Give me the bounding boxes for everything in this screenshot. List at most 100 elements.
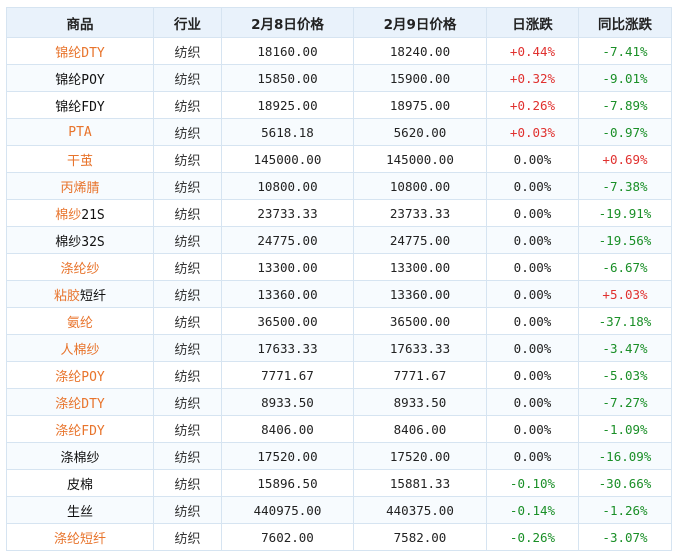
commodity-name-cell: 锦纶FDY	[6, 91, 154, 119]
table-row: 皮棉 纺织 15896.50 15881.33 -0.10% -30.66%	[6, 469, 672, 497]
commodity-link[interactable]: 棉纱	[55, 207, 82, 223]
price-feb8-cell: 17520.00	[221, 442, 354, 470]
price-feb9-cell: 15881.33	[353, 469, 487, 497]
commodity-text: 短纤	[80, 288, 107, 304]
yoy-change-cell: -7.27%	[578, 388, 672, 416]
industry-cell: 纺织	[153, 307, 222, 335]
commodity-text: 锦纶POY	[55, 72, 105, 88]
commodity-link[interactable]: 人棉纱	[60, 342, 100, 358]
price-feb8-cell: 8933.50	[221, 388, 354, 416]
commodity-name-cell: 涤纶纱	[6, 253, 154, 281]
table-row: 丙烯腈 纺织 10800.00 10800.00 0.00% -7.38%	[6, 172, 672, 200]
table-row: 锦纶POY 纺织 15850.00 15900.00 +0.32% -9.01%	[6, 64, 672, 92]
daily-change-cell: +0.44%	[486, 37, 579, 65]
commodity-link[interactable]: 干茧	[66, 153, 93, 169]
yoy-change-cell: -7.38%	[578, 172, 672, 200]
price-feb8-cell: 18160.00	[221, 37, 354, 65]
yoy-change-cell: -6.67%	[578, 253, 672, 281]
industry-cell: 纺织	[153, 172, 222, 200]
price-feb8-cell: 145000.00	[221, 145, 354, 173]
daily-change-cell: -0.14%	[486, 496, 579, 524]
price-feb9-cell: 145000.00	[353, 145, 487, 173]
price-feb8-cell: 10800.00	[221, 172, 354, 200]
table-row: 氨纶 纺织 36500.00 36500.00 0.00% -37.18%	[6, 307, 672, 335]
commodity-link[interactable]: 锦纶DTY	[55, 45, 105, 61]
price-feb8-cell: 7602.00	[221, 523, 354, 551]
commodity-name-cell: 人棉纱	[6, 334, 154, 362]
commodity-name-cell: 锦纶POY	[6, 64, 154, 92]
price-feb9-cell: 13300.00	[353, 253, 487, 281]
table-row: 涤纶DTY 纺织 8933.50 8933.50 0.00% -7.27%	[6, 388, 672, 416]
price-feb8-cell: 7771.67	[221, 361, 354, 389]
price-feb8-cell: 15896.50	[221, 469, 354, 497]
daily-change-cell: 0.00%	[486, 361, 579, 389]
daily-change-cell: 0.00%	[486, 334, 579, 362]
commodity-text: 涤棉纱	[60, 450, 100, 466]
table-row: 棉纱21S 纺织 23733.33 23733.33 0.00% -19.91%	[6, 199, 672, 227]
commodity-name-cell: 涤纶POY	[6, 361, 154, 389]
commodity-link[interactable]: 涤纶纱	[60, 261, 100, 277]
price-feb8-cell: 8406.00	[221, 415, 354, 443]
price-feb9-cell: 13360.00	[353, 280, 487, 308]
industry-cell: 纺织	[153, 226, 222, 254]
price-feb9-cell: 7771.67	[353, 361, 487, 389]
table-row: 生丝 纺织 440975.00 440375.00 -0.14% -1.26%	[6, 496, 672, 524]
industry-cell: 纺织	[153, 469, 222, 497]
yoy-change-cell: -3.07%	[578, 523, 672, 551]
commodity-name-cell: 锦纶DTY	[6, 37, 154, 65]
header-price-feb9: 2月9日价格	[353, 7, 487, 38]
daily-change-cell: +0.03%	[486, 118, 579, 146]
commodity-link[interactable]: 涤纶FDY	[55, 423, 105, 439]
price-feb9-cell: 18975.00	[353, 91, 487, 119]
price-feb8-cell: 15850.00	[221, 64, 354, 92]
table-row: 涤纶短纤 纺织 7602.00 7582.00 -0.26% -3.07%	[6, 523, 672, 551]
industry-cell: 纺织	[153, 361, 222, 389]
commodity-name-cell: 生丝	[6, 496, 154, 524]
price-feb9-cell: 10800.00	[353, 172, 487, 200]
table-row: 干茧 纺织 145000.00 145000.00 0.00% +0.69%	[6, 145, 672, 173]
table-row: 涤纶FDY 纺织 8406.00 8406.00 0.00% -1.09%	[6, 415, 672, 443]
commodity-name-cell: 涤纶FDY	[6, 415, 154, 443]
commodity-name-cell: 氨纶	[6, 307, 154, 335]
daily-change-cell: 0.00%	[486, 307, 579, 335]
price-feb9-cell: 7582.00	[353, 523, 487, 551]
table-header: 商品 行业 2月8日价格 2月9日价格 日涨跌 同比涨跌	[6, 7, 672, 38]
daily-change-cell: 0.00%	[486, 415, 579, 443]
industry-cell: 纺织	[153, 37, 222, 65]
commodity-link[interactable]: PTA	[68, 124, 92, 140]
price-feb8-cell: 440975.00	[221, 496, 354, 524]
commodity-link[interactable]: 涤纶短纤	[53, 531, 106, 547]
price-feb9-cell: 5620.00	[353, 118, 487, 146]
daily-change-cell: 0.00%	[486, 442, 579, 470]
industry-cell: 纺织	[153, 91, 222, 119]
price-feb9-cell: 8933.50	[353, 388, 487, 416]
yoy-change-cell: +0.69%	[578, 145, 672, 173]
price-feb9-cell: 440375.00	[353, 496, 487, 524]
table-row: 粘胶短纤 纺织 13360.00 13360.00 0.00% +5.03%	[6, 280, 672, 308]
table-row: 人棉纱 纺织 17633.33 17633.33 0.00% -3.47%	[6, 334, 672, 362]
commodity-link[interactable]: 氨纶	[66, 315, 93, 331]
table-row: 棉纱32S 纺织 24775.00 24775.00 0.00% -19.56%	[6, 226, 672, 254]
industry-cell: 纺织	[153, 415, 222, 443]
daily-change-cell: +0.26%	[486, 91, 579, 119]
daily-change-cell: 0.00%	[486, 145, 579, 173]
commodity-text: 棉纱32S	[55, 234, 105, 250]
table-row: 锦纶DTY 纺织 18160.00 18240.00 +0.44% -7.41%	[6, 37, 672, 65]
daily-change-cell: 0.00%	[486, 280, 579, 308]
daily-change-cell: -0.10%	[486, 469, 579, 497]
header-daily-change: 日涨跌	[486, 7, 579, 38]
commodity-link[interactable]: 粘胶	[53, 288, 80, 304]
commodity-name-cell: 干茧	[6, 145, 154, 173]
industry-cell: 纺织	[153, 253, 222, 281]
price-feb9-cell: 23733.33	[353, 199, 487, 227]
commodity-text: 皮棉	[66, 477, 93, 493]
price-feb9-cell: 18240.00	[353, 37, 487, 65]
commodity-link[interactable]: 涤纶DTY	[55, 396, 105, 412]
commodity-link[interactable]: 涤纶POY	[55, 369, 105, 385]
daily-change-cell: +0.32%	[486, 64, 579, 92]
table-body: 锦纶DTY 纺织 18160.00 18240.00 +0.44% -7.41% 锦纶POY…	[6, 37, 672, 551]
price-feb9-cell: 36500.00	[353, 307, 487, 335]
daily-change-cell: -0.26%	[486, 523, 579, 551]
commodity-link[interactable]: 丙烯腈	[60, 180, 100, 196]
daily-change-cell: 0.00%	[486, 226, 579, 254]
